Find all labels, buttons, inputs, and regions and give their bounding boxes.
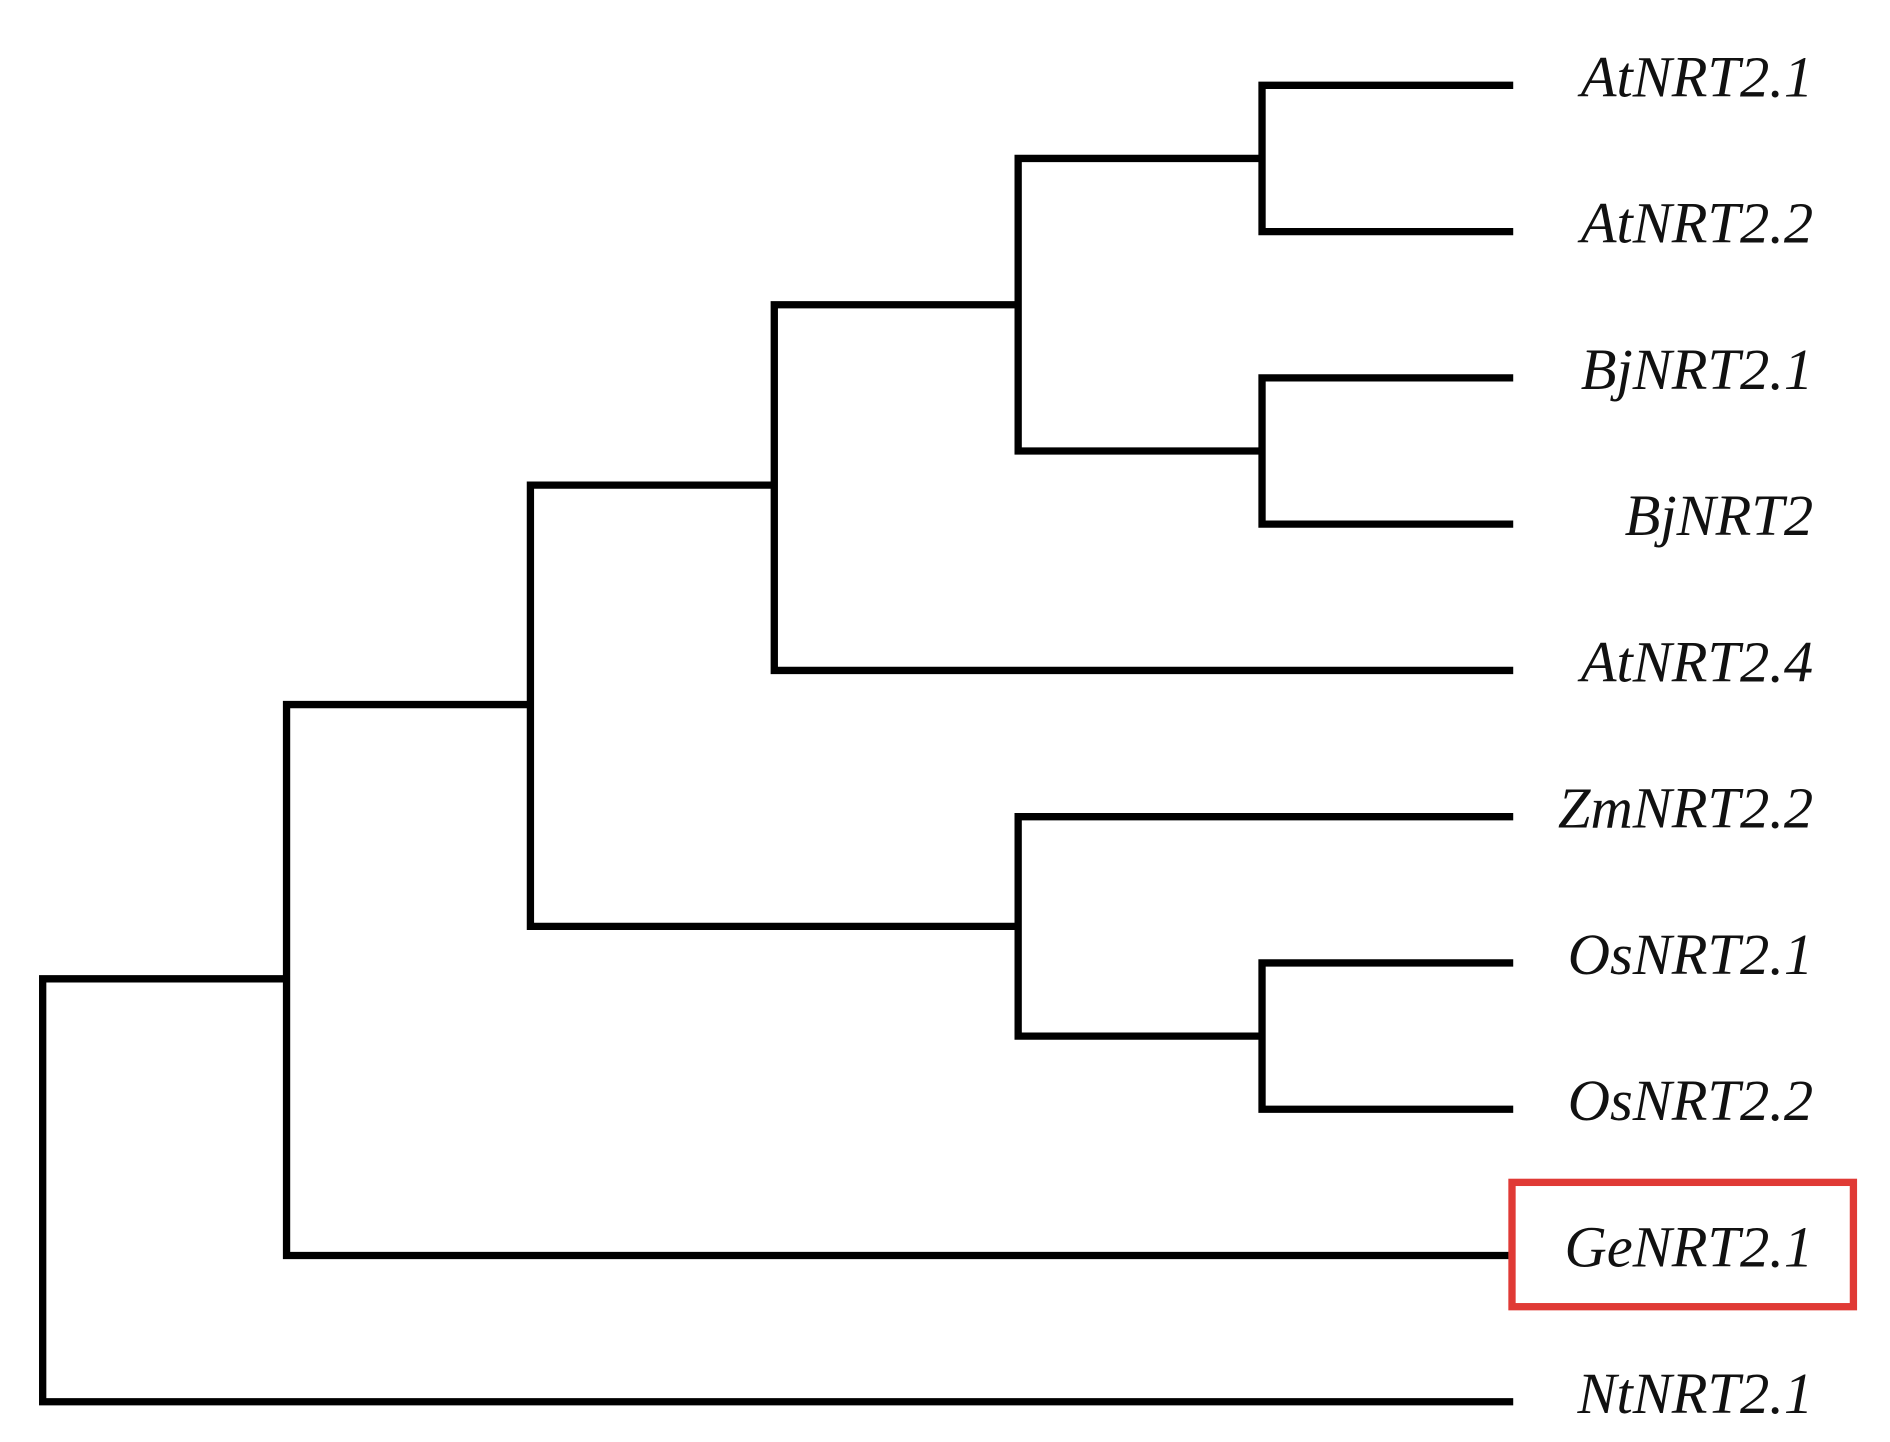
tree-branches	[39, 81, 1514, 1406]
leaf-label: OsNRT2.1	[1568, 922, 1813, 987]
highlight-box	[1508, 1178, 1858, 1311]
leaf-label: AtNRT2.1	[1577, 44, 1813, 109]
leaf-label: ZmNRT2.2	[1558, 776, 1813, 841]
leaf-label: NtNRT2.1	[1576, 1361, 1813, 1426]
leaf-label: GeNRT2.1	[1565, 1214, 1814, 1279]
leaf-label: AtNRT2.4	[1577, 629, 1813, 694]
leaf-label: OsNRT2.2	[1568, 1068, 1813, 1133]
leaf-label: BjNRT2.1	[1581, 337, 1813, 402]
leaf-label: AtNRT2.2	[1577, 191, 1813, 256]
leaf-label: BjNRT2	[1625, 483, 1814, 548]
